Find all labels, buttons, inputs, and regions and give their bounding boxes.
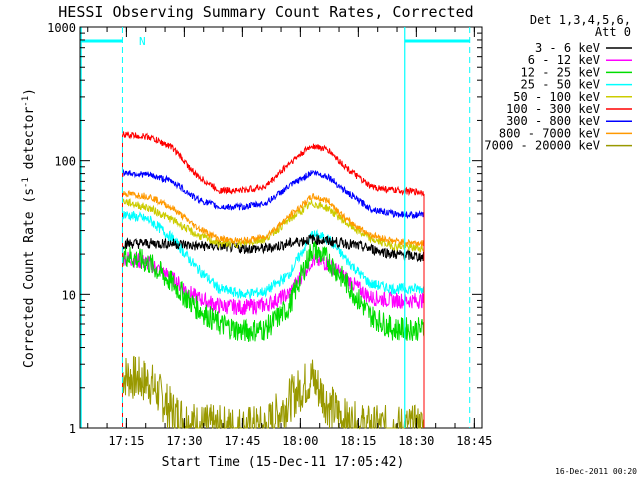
y-axis: 1 10 100 1000	[47, 21, 482, 436]
legend-label: 100 - 300 keV	[506, 102, 600, 116]
footer-timestamp: 16-Dec-2011 00:20	[555, 467, 637, 476]
x-tick-label: 18:30	[398, 434, 434, 448]
legend-label: 6 - 12 keV	[528, 53, 600, 67]
plot-area: 17:15 17:30 17:45 18:00 18:15 18:30 18:45 1101…	[47, 21, 492, 448]
y-axis-label-mid: detector	[22, 107, 37, 178]
x-tick-label: 17:30	[166, 434, 202, 448]
x-tick-label: 18:00	[282, 434, 318, 448]
x-tick-label: 18:15	[340, 434, 376, 448]
series-line	[122, 167, 425, 428]
series-line	[122, 198, 425, 428]
series-line	[122, 211, 425, 428]
chart-title: HESSI Observing Summary Count Rates, Cor…	[58, 3, 473, 21]
y-axis-label: Corrected Count Rate (s-1 detector-1)	[21, 88, 37, 368]
y-axis-label-exp2: -1	[21, 96, 31, 107]
legend-label: 3 - 6 keV	[535, 41, 600, 55]
y-axis-label-end: )	[22, 88, 37, 96]
legend-label: 7000 - 20000 keV	[484, 139, 600, 153]
series-line	[122, 355, 425, 430]
legend-label: 300 - 800 keV	[506, 114, 600, 128]
y-tick-label: 1000	[47, 21, 76, 35]
legend-label: 50 - 100 keV	[513, 90, 600, 104]
x-tick-label: 18:45	[456, 434, 492, 448]
y-axis-label-main: Corrected Count Rate (s	[22, 188, 37, 368]
x-axis-label: Start Time (15-Dec-11 17:05:42)	[162, 455, 405, 470]
y-tick-label: 1	[69, 422, 76, 436]
marker-layer	[80, 27, 471, 428]
night-marker-label: N	[139, 35, 146, 48]
series-line	[122, 131, 425, 428]
y-tick-label: 100	[54, 155, 76, 169]
x-tick-label: 17:15	[108, 434, 144, 448]
legend-header-line-1: Det 1,3,4,5,6,	[530, 13, 631, 27]
legend-label: 25 - 50 keV	[521, 78, 600, 92]
x-axis: 17:15 17:30 17:45 18:00 18:15 18:30 18:45	[87, 27, 492, 448]
series-layer	[122, 131, 425, 430]
series-line	[122, 251, 425, 428]
series-line	[122, 240, 425, 428]
y-tick-label: 10	[62, 288, 76, 302]
y-axis-label-exp1: -1	[21, 177, 31, 188]
series-line	[122, 190, 425, 428]
legend-header-line-2: Att 0	[595, 25, 631, 39]
legend-label: 800 - 7000 keV	[499, 126, 600, 140]
series-line	[122, 234, 425, 428]
legend-label: 12 - 25 keV	[521, 65, 600, 79]
x-tick-label: 17:45	[224, 434, 260, 448]
